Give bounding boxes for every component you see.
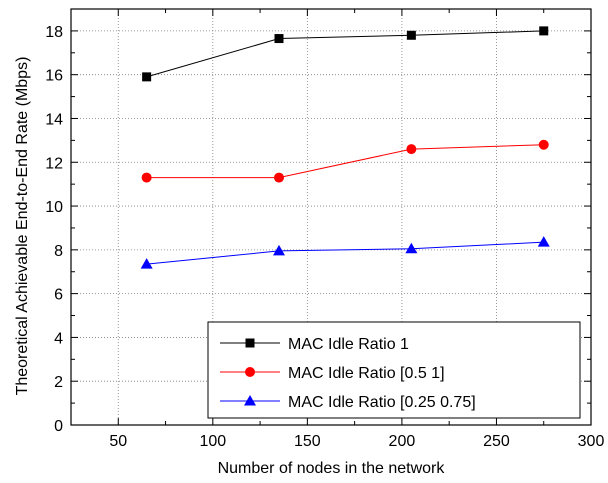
data-point-3 [273, 244, 285, 256]
data-point-3 [405, 242, 418, 254]
axes-layer: 50 100 150 200 250 300 0 2 4 6 8 10 12 14 16 18 [45, 8, 605, 450]
legend-marker [245, 367, 255, 377]
x-tick-label: 250 [483, 433, 510, 450]
y-axis-title: Theoretical Achievable End-to-End Rate (… [14, 57, 31, 396]
data-point-2 [406, 144, 417, 155]
data-point-1 [142, 72, 152, 82]
legend-label: MAC Idle Ratio 1 [288, 336, 409, 353]
legend: MAC Idle Ratio 1 MAC Idle Ratio [0.5 1] MA… [207, 321, 581, 419]
data-point-2 [274, 172, 284, 183]
series-layer [140, 26, 550, 269]
legend-marker [244, 395, 256, 406]
grid-layer [71, 9, 591, 425]
data-point-3 [140, 258, 153, 269]
legend-label: MAC Idle Ratio [0.5 1] [288, 365, 445, 382]
x-axis-title: Number of nodes in the network [218, 460, 446, 477]
x-tick-label: 200 [389, 433, 416, 450]
series-line-1 [146, 30, 544, 78]
data-point-1 [406, 30, 416, 40]
y-tick-label: 12 [45, 155, 63, 172]
y-tick-label: 2 [54, 374, 63, 391]
data-point-2 [538, 139, 549, 150]
x-tick-label: 150 [294, 433, 321, 450]
x-tick-label: 50 [109, 433, 127, 450]
y-tick-label: 18 [45, 24, 63, 41]
y-tick-label: 16 [45, 68, 63, 85]
x-tick-label: 100 [199, 433, 226, 450]
y-tick-label: 14 [45, 111, 63, 128]
data-point-3 [537, 236, 550, 247]
y-tick-label: 0 [54, 418, 63, 435]
plot-frame [70, 8, 592, 426]
data-point-1 [539, 26, 549, 36]
data-point-2 [141, 172, 152, 183]
legend-marker [245, 338, 255, 348]
series-line-2 [146, 144, 544, 179]
legend-label: MAC Idle Ratio [0.25 0.75] [288, 394, 476, 411]
x-tick-label: 300 [578, 433, 605, 450]
y-tick-label: 10 [45, 199, 63, 216]
y-tick-label: 4 [54, 330, 63, 347]
y-tick-label: 6 [54, 287, 63, 304]
series-line-3 [146, 241, 544, 265]
data-point-1 [274, 34, 284, 44]
legend-box [207, 321, 581, 419]
y-tick-label: 8 [54, 243, 63, 260]
